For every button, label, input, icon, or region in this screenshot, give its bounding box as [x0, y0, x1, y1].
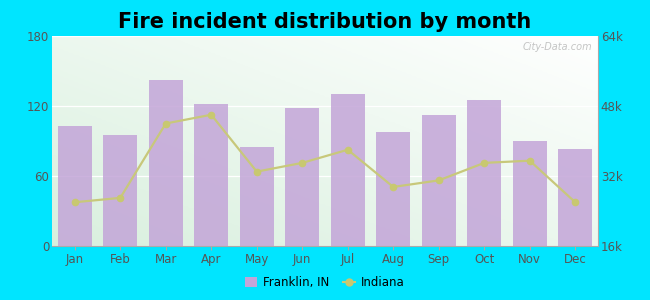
Bar: [194, 104, 228, 246]
Bar: [58, 126, 92, 246]
Legend: Franklin, IN, Indiana: Franklin, IN, Indiana: [240, 272, 410, 294]
Bar: [331, 94, 365, 246]
Bar: [285, 108, 319, 246]
Bar: [558, 149, 592, 246]
Bar: [149, 80, 183, 246]
Bar: [422, 115, 456, 246]
Title: Fire incident distribution by month: Fire incident distribution by month: [118, 12, 532, 32]
Bar: [103, 135, 137, 246]
Bar: [513, 141, 547, 246]
Bar: [240, 147, 274, 246]
Bar: [467, 100, 501, 246]
Text: City-Data.com: City-Data.com: [523, 42, 593, 52]
Bar: [376, 132, 410, 246]
